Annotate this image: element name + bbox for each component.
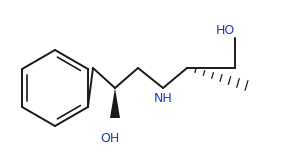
Text: NH: NH [154, 92, 172, 105]
Text: HO: HO [215, 24, 235, 36]
Text: OH: OH [100, 132, 120, 145]
Polygon shape [110, 88, 120, 118]
